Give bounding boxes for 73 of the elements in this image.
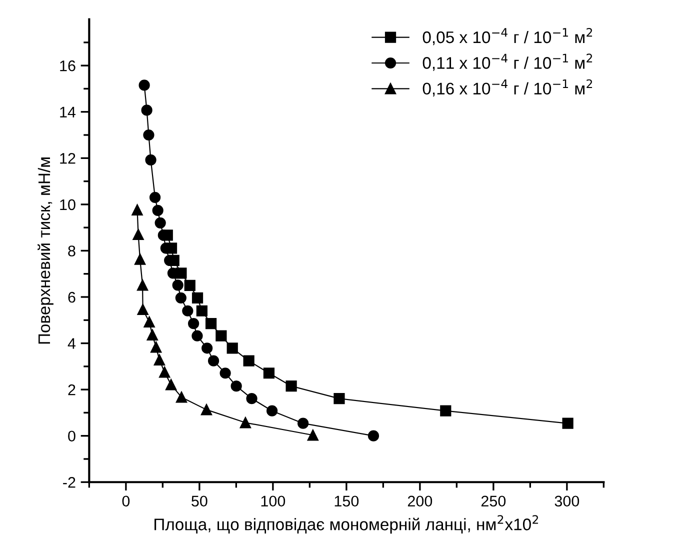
point xyxy=(562,418,574,429)
y-tick-label: 0 xyxy=(68,430,76,442)
x-tick-label: 50 xyxy=(192,496,208,507)
point xyxy=(154,354,165,366)
point xyxy=(162,230,173,241)
point xyxy=(149,192,161,204)
point xyxy=(286,380,297,392)
point xyxy=(240,417,251,428)
point xyxy=(150,342,162,353)
point xyxy=(246,393,258,404)
point xyxy=(132,204,143,216)
point xyxy=(132,228,144,240)
point xyxy=(263,368,275,379)
point xyxy=(334,393,345,404)
y-tick-label: 4 xyxy=(68,338,76,349)
point xyxy=(208,355,220,366)
point xyxy=(159,366,170,378)
y-tick-label: 16 xyxy=(60,60,76,72)
y-tick-label: 14 xyxy=(60,106,76,118)
point xyxy=(220,368,231,379)
point xyxy=(440,405,452,416)
legend-label: 0,16 x 10$^{−4}$ г / 10$^{−1}$ м$^{2}$ xyxy=(422,79,592,96)
x-tick-label: 100 xyxy=(261,496,286,507)
point xyxy=(134,254,146,265)
point xyxy=(216,330,227,342)
point xyxy=(176,392,188,403)
y-tick-label: 10 xyxy=(60,199,76,210)
point xyxy=(138,80,150,91)
y-tick-label: 2 xyxy=(68,384,76,396)
point xyxy=(196,305,208,316)
point xyxy=(184,280,196,291)
y-tick-label: -2 xyxy=(63,476,76,488)
x-tick-label: 150 xyxy=(334,496,359,507)
y-tick-label: 8 xyxy=(68,246,76,256)
point xyxy=(176,268,187,279)
point xyxy=(175,292,186,304)
point xyxy=(266,405,278,416)
point xyxy=(205,318,217,330)
legend-label: 0,05 x 10$^{−4}$ г / 10$^{−1}$ м$^{2}$ xyxy=(422,28,592,46)
point xyxy=(226,342,238,354)
point xyxy=(307,430,318,441)
y-tick-label: 6 xyxy=(68,292,76,303)
point xyxy=(152,204,164,216)
point xyxy=(188,318,200,330)
x-tick-label: 250 xyxy=(481,496,506,507)
point xyxy=(137,304,148,316)
y-axis-title: Поверхневий тиск, мН/м xyxy=(38,158,54,344)
point xyxy=(144,316,155,328)
point xyxy=(168,254,180,266)
point xyxy=(145,154,156,166)
point xyxy=(166,379,177,390)
x-tick-label: 200 xyxy=(408,496,432,507)
x-tick-label: 300 xyxy=(554,496,580,507)
point xyxy=(243,355,254,366)
legend-label: 0,11 x 10$^{−4}$ г / 10$^{−1}$ м$^{2}$ xyxy=(422,54,592,71)
point xyxy=(154,217,166,228)
point xyxy=(136,280,148,291)
point xyxy=(141,104,152,116)
x-axis-title: Площа, що відповідає мономерній ланці, нм$^{2}$x10$^{2}$ xyxy=(154,515,538,534)
point xyxy=(192,292,204,304)
x-tick-label: 0 xyxy=(122,496,130,507)
point xyxy=(192,330,203,342)
point xyxy=(182,305,194,316)
point xyxy=(298,418,309,429)
y-tick-label: 12 xyxy=(60,153,76,164)
point xyxy=(230,380,242,392)
point xyxy=(166,242,178,254)
point xyxy=(146,329,158,340)
point xyxy=(200,404,212,416)
point xyxy=(368,430,380,442)
point xyxy=(172,280,184,291)
point xyxy=(143,129,154,141)
point xyxy=(202,342,213,354)
